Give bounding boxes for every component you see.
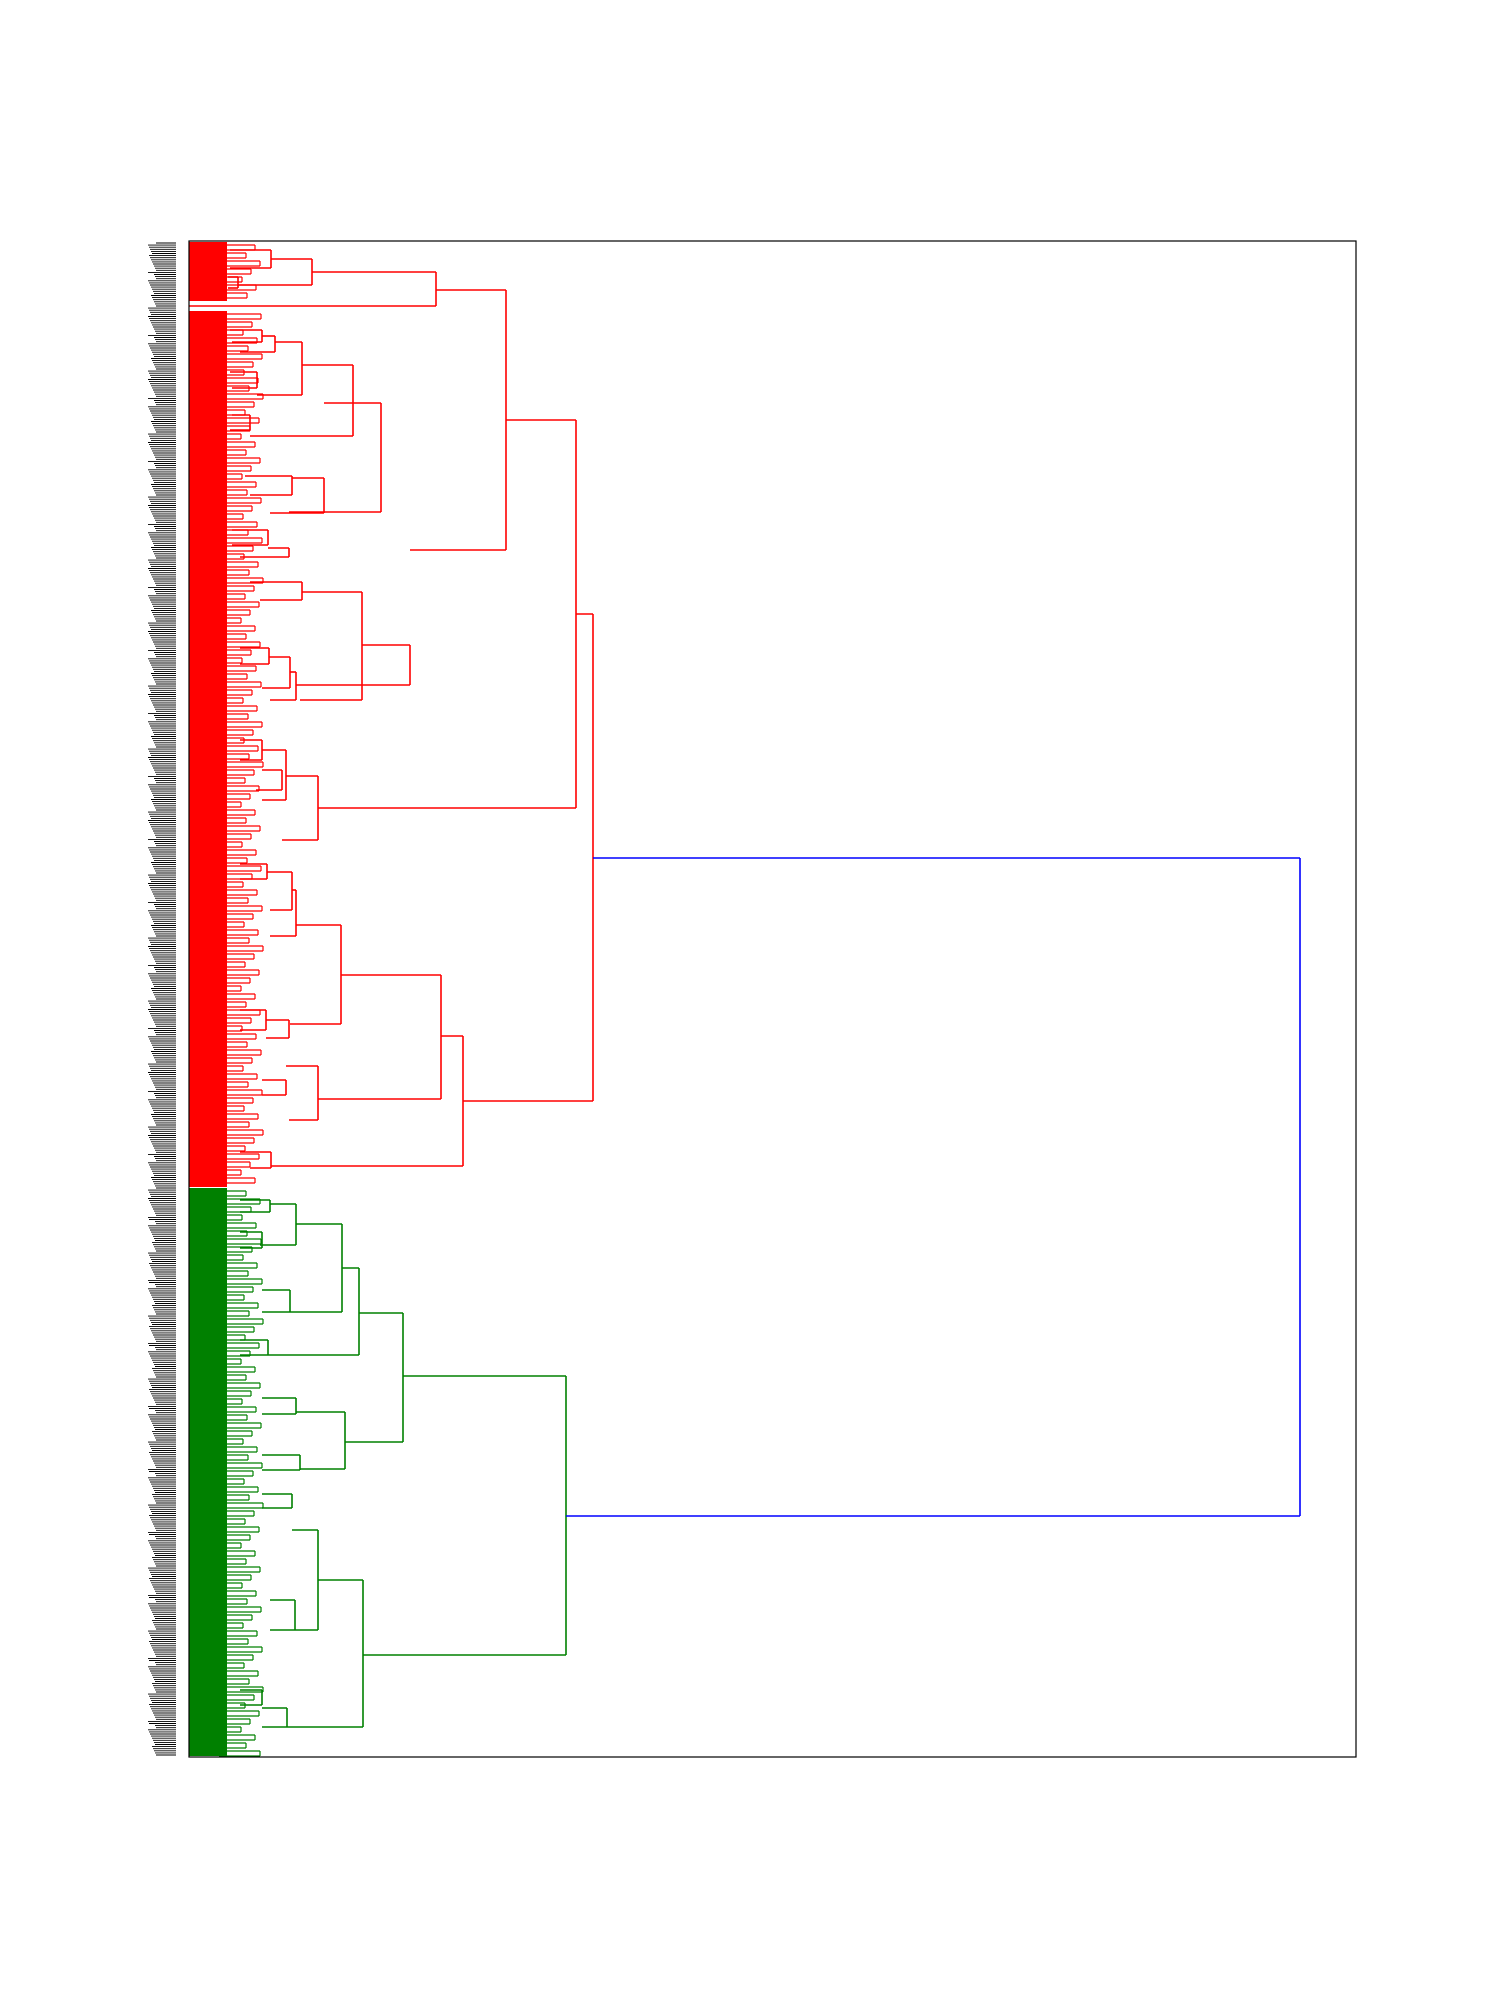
leaf-fans: [189, 242, 264, 1757]
cluster-1-leaf-block: [189, 311, 227, 1187]
cluster-1-leaf-block: [189, 242, 227, 301]
cluster-2-leaf-block: [189, 1188, 227, 1756]
dendrogram-links: [228, 249, 1301, 1728]
leaf-labels: [148, 242, 176, 1756]
plot-frame: [188, 240, 1357, 1758]
